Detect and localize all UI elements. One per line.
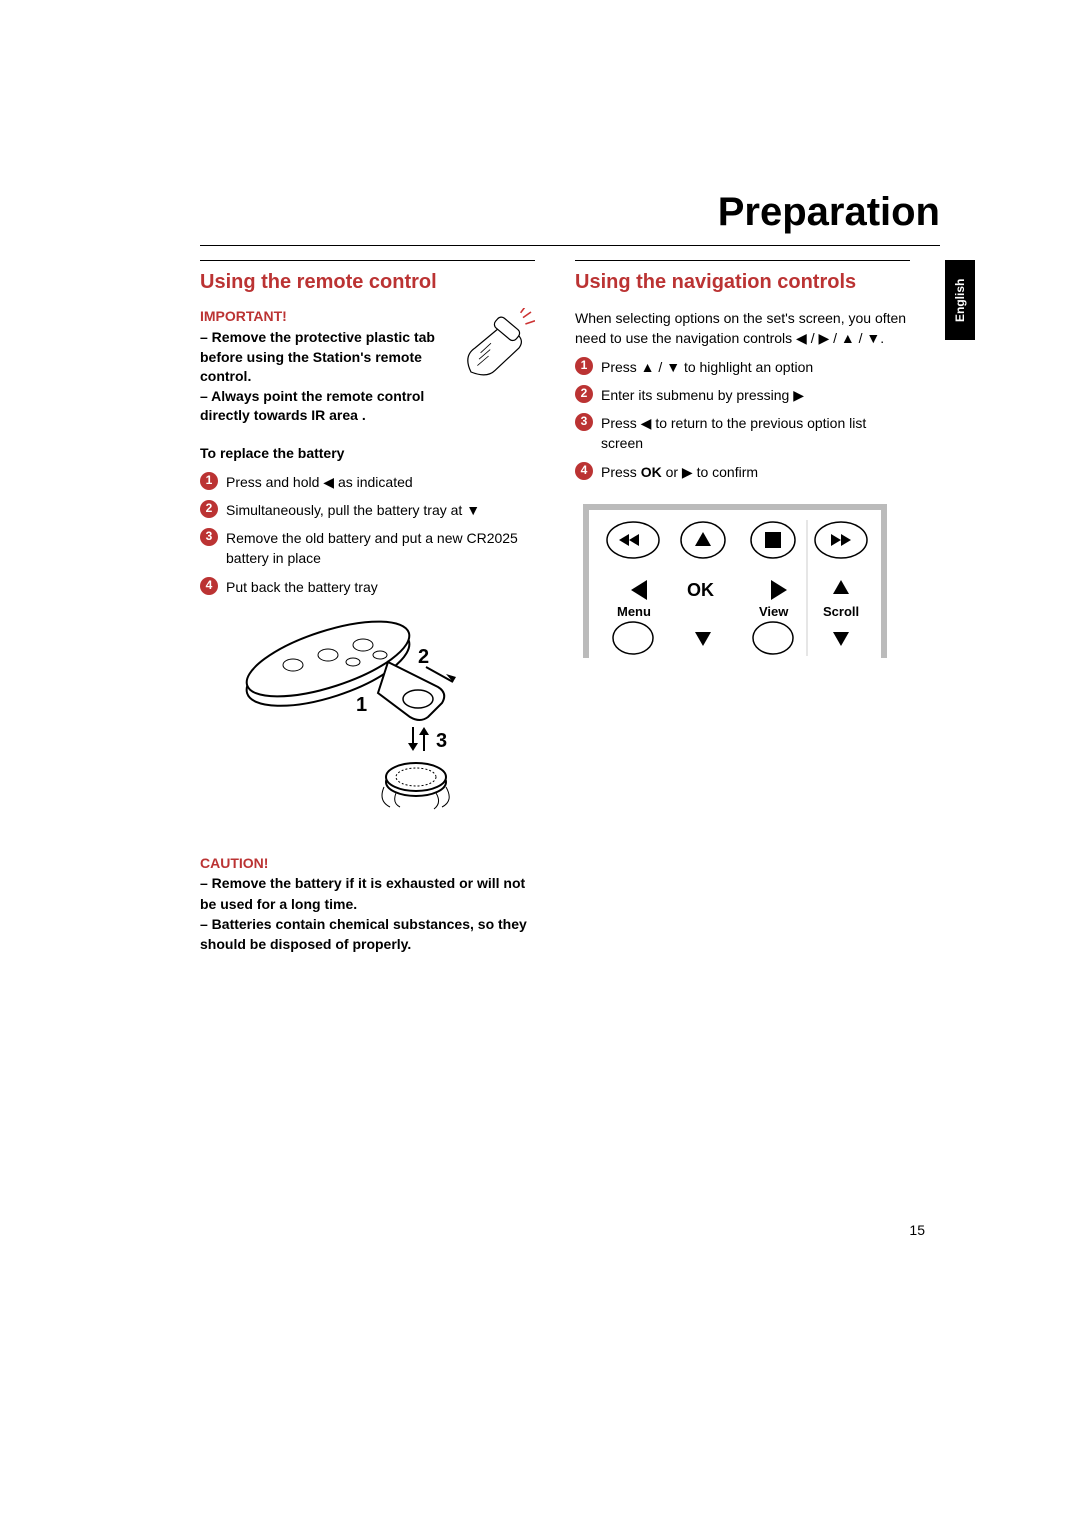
page-title-block: Preparation <box>718 190 940 235</box>
page: Preparation English Using the remote con… <box>0 0 1080 1528</box>
left-step-2-text: Simultaneously, pull the battery tray at… <box>226 500 535 520</box>
left-step-3: 3 Remove the old battery and put a new C… <box>200 528 535 569</box>
page-number: 15 <box>909 1222 925 1238</box>
caution-block: CAUTION! – Remove the battery if it is e… <box>200 853 535 954</box>
left-step-4-text: Put back the battery tray <box>226 577 535 597</box>
right-step-4: 4 Press OK or ▶ to confirm <box>575 462 910 482</box>
right-step-3: 3 Press ◀ to return to the previous opti… <box>575 413 910 454</box>
left-step-3-text: Remove the old battery and put a new CR2… <box>226 528 535 569</box>
svg-text:1: 1 <box>356 694 367 716</box>
right-step-4-text: Press OK or ▶ to confirm <box>601 462 910 482</box>
svg-text:3: 3 <box>436 730 447 752</box>
right-heading-rule <box>575 260 910 261</box>
right-column: Using the navigation controls When selec… <box>575 260 910 955</box>
title-rule <box>200 245 940 246</box>
right-step-2: 2 Enter its submenu by pressing ▶ <box>575 385 910 405</box>
svg-text:Scroll: Scroll <box>823 604 859 619</box>
left-heading: Using the remote control <box>200 271 535 294</box>
bullet-r3-icon: 3 <box>575 413 593 431</box>
replace-battery-heading: To replace the battery <box>200 444 535 464</box>
right-step-2-text: Enter its submenu by pressing ▶ <box>601 385 910 405</box>
right-intro: When selecting options on the set's scre… <box>575 308 910 349</box>
language-tab: English <box>945 260 975 340</box>
bullet-3-icon: 3 <box>200 528 218 546</box>
columns: Using the remote control IMPORTANT! – Re… <box>200 260 910 955</box>
svg-text:Menu: Menu <box>617 604 651 619</box>
caution-body: – Remove the battery if it is exhausted … <box>200 873 535 954</box>
left-step-2: 2 Simultaneously, pull the battery tray … <box>200 500 535 520</box>
right-heading: Using the navigation controls <box>575 271 910 294</box>
left-step-1: 1 Press and hold ◀ as indicated <box>200 472 535 492</box>
bullet-r2-icon: 2 <box>575 385 593 403</box>
left-step-1-text: Press and hold ◀ as indicated <box>226 472 535 492</box>
left-step-4: 4 Put back the battery tray <box>200 577 535 597</box>
svg-text:2: 2 <box>418 646 429 668</box>
caution-label: CAUTION! <box>200 853 535 873</box>
left-column: Using the remote control IMPORTANT! – Re… <box>200 260 535 955</box>
svg-text:OK: OK <box>687 580 714 600</box>
bullet-r4-icon: 4 <box>575 462 593 480</box>
battery-diagram-icon: 1 2 3 <box>238 607 498 827</box>
bullet-r1-icon: 1 <box>575 357 593 375</box>
right-step-1: 1 Press ▲ / ▼ to highlight an option <box>575 357 910 377</box>
left-heading-rule <box>200 260 535 261</box>
right-step-3-text: Press ◀ to return to the previous option… <box>601 413 910 454</box>
bullet-4-icon: 4 <box>200 577 218 595</box>
right-step-1-text: Press ▲ / ▼ to highlight an option <box>601 357 910 377</box>
important-block: IMPORTANT! – Remove the protective plast… <box>200 308 535 426</box>
bullet-2-icon: 2 <box>200 500 218 518</box>
hand-remote-icon <box>455 308 535 388</box>
remote-nav-diagram-icon: OK Menu View Scroll <box>575 496 895 666</box>
svg-text:View: View <box>759 604 789 619</box>
bullet-1-icon: 1 <box>200 472 218 490</box>
page-title: Preparation <box>718 190 940 235</box>
